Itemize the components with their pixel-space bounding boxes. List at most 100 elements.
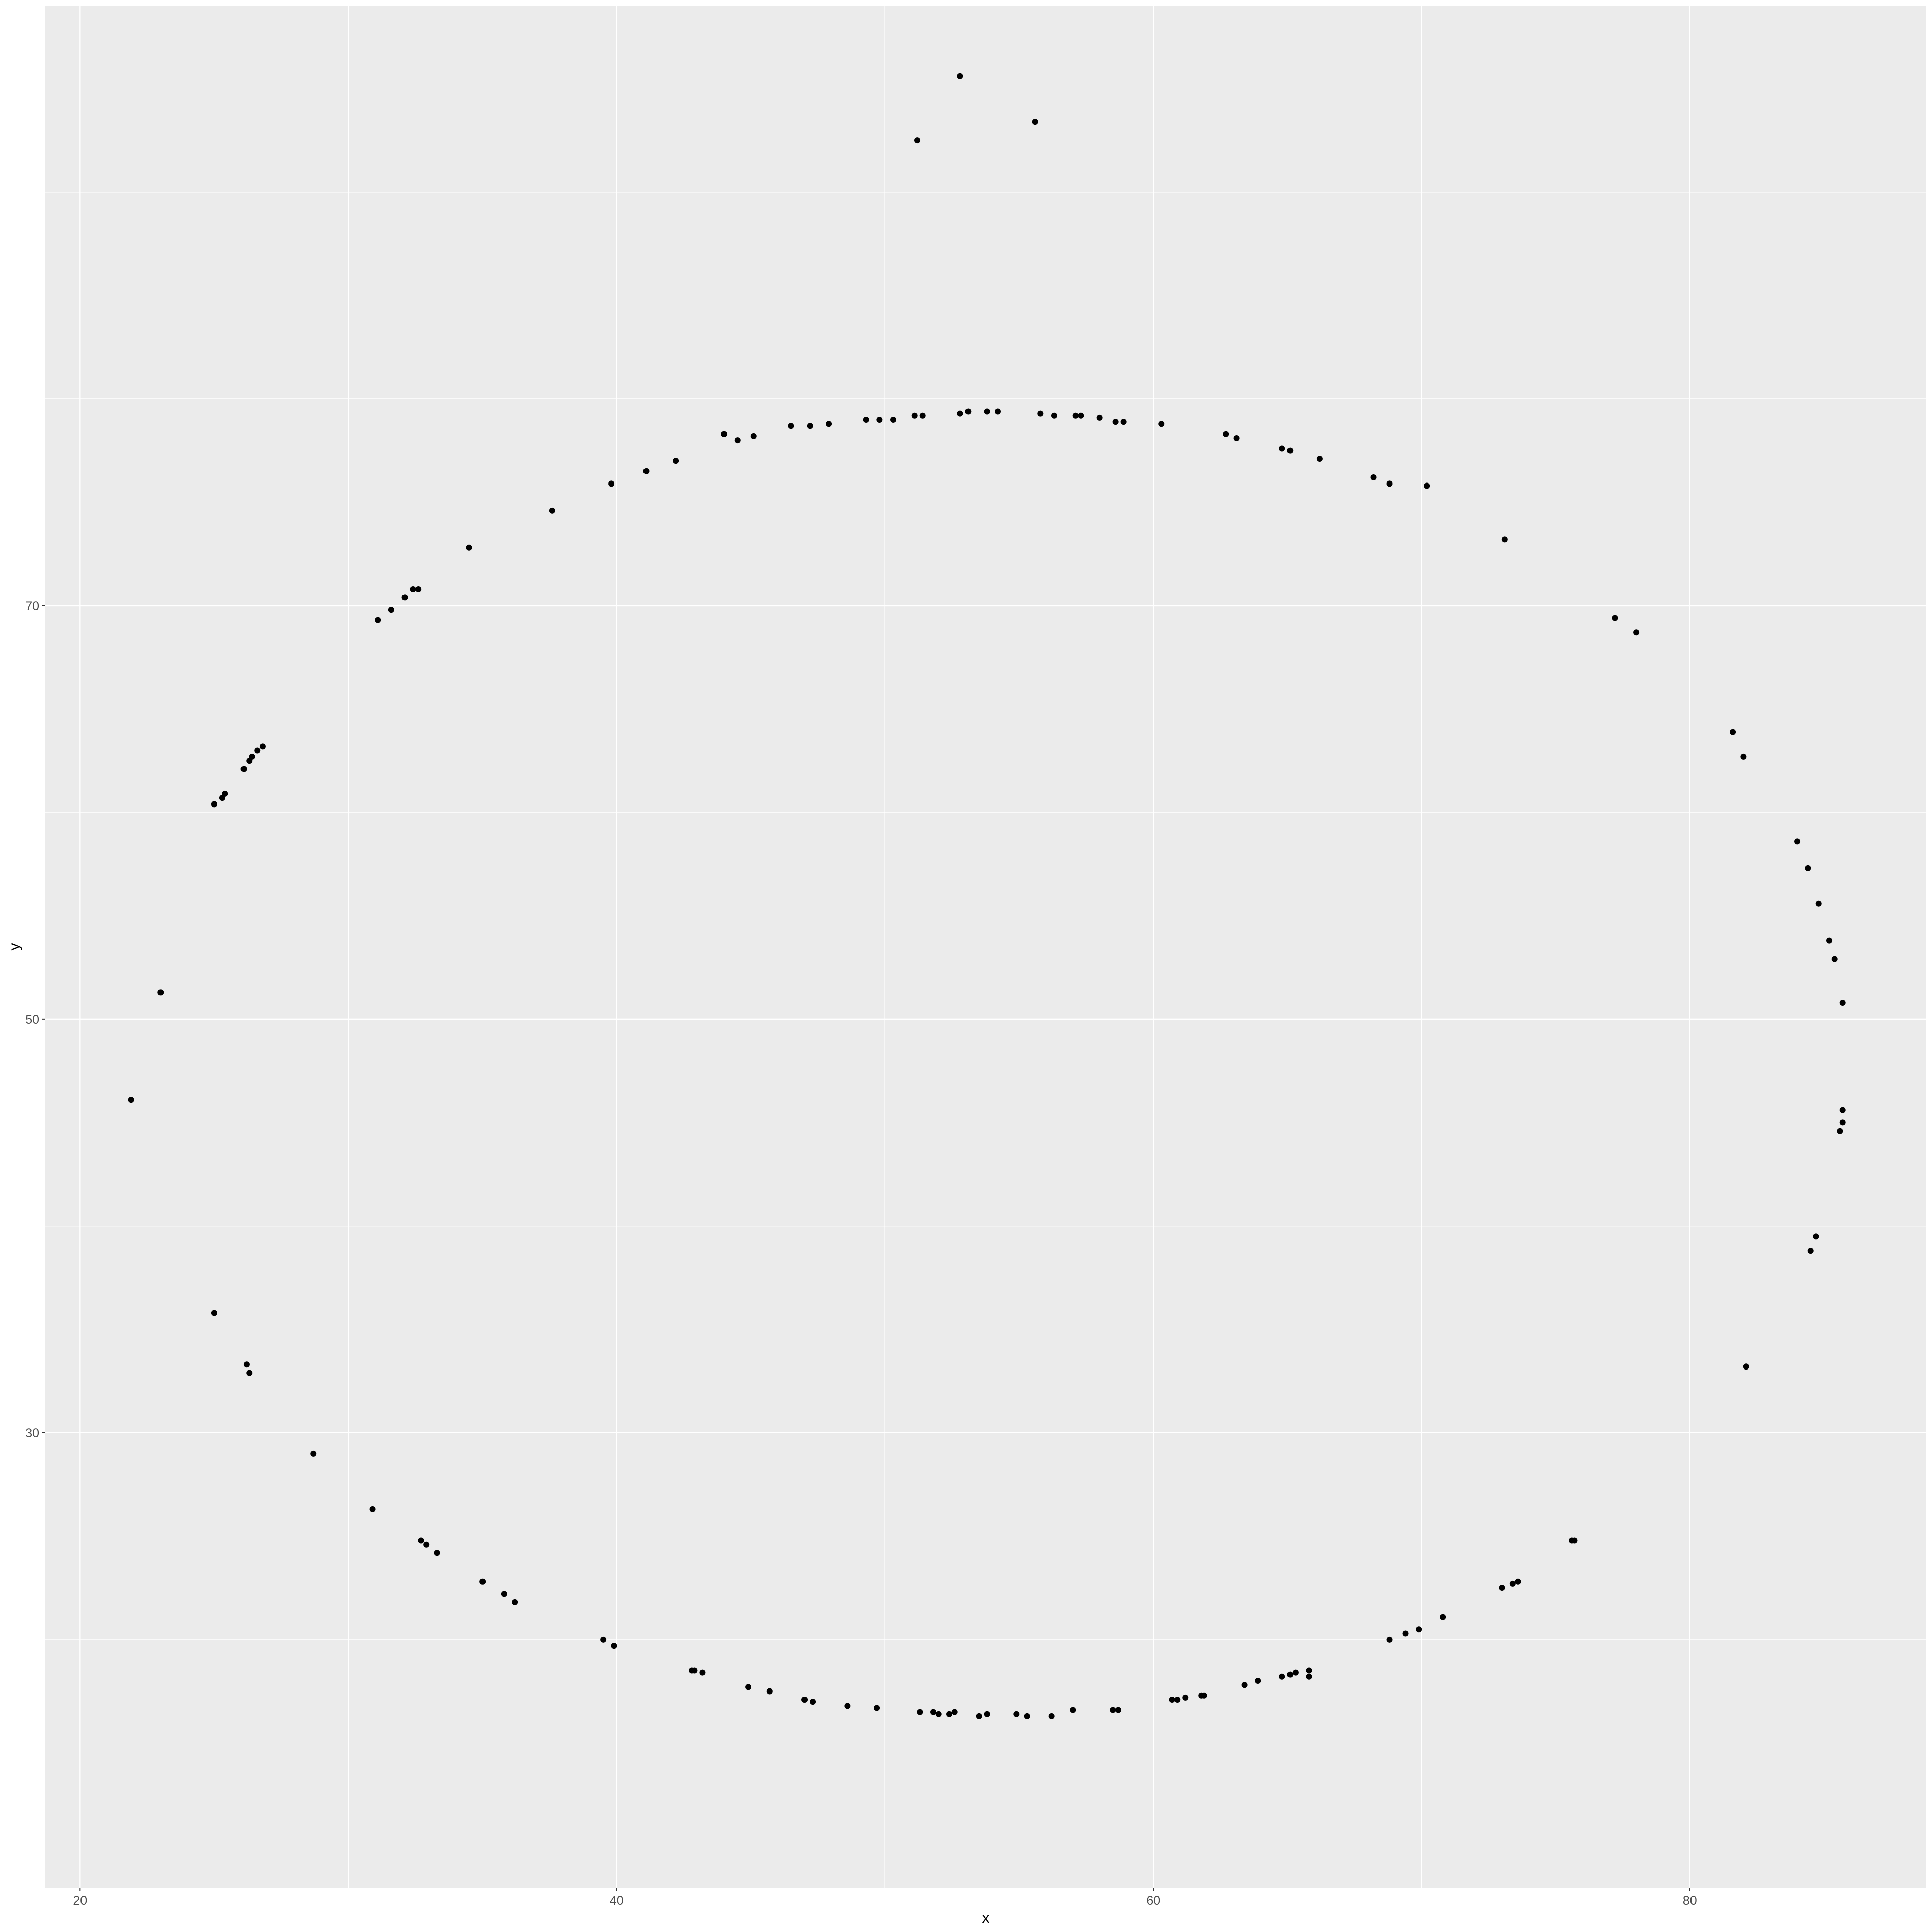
data-point xyxy=(1633,629,1640,636)
data-point xyxy=(410,586,416,592)
y-tick-label: 70 xyxy=(25,599,39,613)
data-point xyxy=(1287,1671,1294,1678)
data-point xyxy=(946,1711,953,1717)
data-point xyxy=(549,507,555,514)
data-point xyxy=(1241,1682,1248,1688)
data-point xyxy=(1233,435,1240,441)
data-point xyxy=(1115,1707,1121,1713)
data-point xyxy=(788,423,794,429)
data-point xyxy=(1839,1107,1846,1113)
data-point xyxy=(310,1450,317,1457)
data-point xyxy=(512,1599,518,1605)
data-point xyxy=(1048,1713,1055,1719)
data-point xyxy=(1120,419,1127,425)
data-point xyxy=(1306,1673,1312,1680)
data-point xyxy=(1370,474,1377,481)
y-axis-title: y xyxy=(6,943,23,951)
data-point xyxy=(1169,1697,1175,1703)
data-point xyxy=(734,437,741,444)
data-point xyxy=(254,747,261,754)
data-point xyxy=(608,480,615,487)
data-point xyxy=(691,1667,698,1674)
data-point xyxy=(844,1703,851,1709)
data-point xyxy=(1287,447,1294,454)
data-point xyxy=(745,1684,752,1691)
data-point xyxy=(1279,1673,1285,1680)
data-point xyxy=(1826,937,1833,944)
data-point xyxy=(766,1688,773,1695)
data-point xyxy=(1201,1692,1208,1699)
data-point xyxy=(643,468,650,474)
data-point xyxy=(1509,1580,1516,1587)
x-tick-label: 40 xyxy=(610,1894,624,1908)
data-point xyxy=(1440,1614,1446,1620)
data-points xyxy=(128,73,1846,1719)
data-point xyxy=(1386,480,1393,487)
data-point xyxy=(211,1310,217,1316)
data-point xyxy=(423,1541,430,1548)
data-point xyxy=(1255,1678,1261,1684)
data-point xyxy=(434,1550,440,1556)
data-point xyxy=(951,1709,958,1715)
y-tick-label: 50 xyxy=(25,1013,39,1027)
data-point xyxy=(1571,1537,1578,1544)
data-point xyxy=(415,586,422,592)
x-axis-title: x xyxy=(982,1910,990,1926)
data-point xyxy=(1070,1707,1076,1713)
data-point xyxy=(1292,1669,1299,1676)
data-point xyxy=(1794,838,1801,845)
data-point xyxy=(246,1370,253,1376)
data-point xyxy=(600,1636,607,1643)
data-point xyxy=(375,617,381,623)
data-point xyxy=(1807,1248,1814,1254)
data-point xyxy=(826,421,832,427)
data-point xyxy=(699,1669,706,1676)
data-point xyxy=(919,412,926,419)
x-tick-label: 60 xyxy=(1146,1894,1160,1908)
data-point xyxy=(1158,421,1165,427)
data-point xyxy=(914,137,921,144)
data-point xyxy=(1831,956,1838,962)
data-point xyxy=(1837,1128,1843,1134)
data-point xyxy=(1402,1630,1409,1637)
data-point xyxy=(1037,410,1044,417)
data-point xyxy=(876,416,883,423)
data-point xyxy=(890,416,897,423)
data-point xyxy=(917,1709,923,1715)
data-point xyxy=(750,433,757,439)
data-point xyxy=(1072,412,1079,419)
data-point xyxy=(1182,1694,1189,1701)
data-point xyxy=(673,458,679,464)
data-point xyxy=(1078,412,1084,419)
data-point xyxy=(243,1361,250,1368)
data-point xyxy=(1096,414,1103,421)
data-point xyxy=(1110,1707,1116,1713)
data-point xyxy=(984,408,990,415)
data-point xyxy=(501,1591,507,1597)
minor-gridlines xyxy=(45,6,1926,1888)
data-point xyxy=(1424,482,1430,489)
data-point xyxy=(863,416,869,423)
data-point xyxy=(369,1506,376,1512)
data-point xyxy=(1024,1713,1030,1719)
data-point xyxy=(479,1578,486,1585)
data-point xyxy=(246,758,253,764)
data-point xyxy=(128,1097,134,1103)
data-point xyxy=(388,607,394,613)
data-point xyxy=(1416,1626,1422,1633)
data-point xyxy=(810,1699,816,1705)
data-point xyxy=(984,1711,990,1717)
data-point xyxy=(1743,1363,1749,1370)
x-tick-label: 20 xyxy=(73,1894,87,1908)
data-point xyxy=(1316,456,1323,462)
data-point xyxy=(1013,1711,1020,1717)
data-point xyxy=(219,795,225,801)
x-tick-label: 80 xyxy=(1683,1894,1697,1908)
data-point xyxy=(1174,1697,1181,1703)
data-point xyxy=(930,1709,937,1715)
data-point xyxy=(1032,119,1038,125)
data-point xyxy=(807,423,813,429)
data-point xyxy=(1501,536,1508,543)
data-point xyxy=(259,743,266,750)
data-point xyxy=(1839,1119,1846,1126)
